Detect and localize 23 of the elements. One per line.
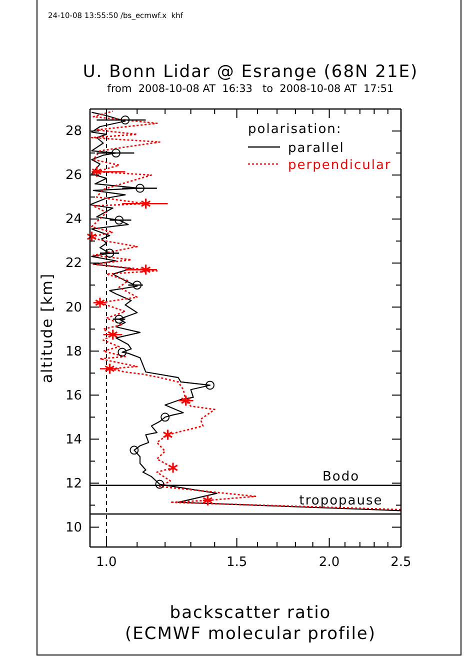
y-tick-label: 14 <box>65 432 82 448</box>
legend-title: polarisation: <box>248 122 342 137</box>
legend-label: perpendicular <box>288 158 392 173</box>
x-tick-label: 2.5 <box>390 555 412 570</box>
ref-line-label: tropopause <box>299 494 383 509</box>
x-tick-label: 1.0 <box>96 555 117 570</box>
chart-subtitle: from 2008-10-08 AT 16:33 to 2008-10-08 AT 17:51 <box>107 83 394 95</box>
y-tick-label: 16 <box>65 388 82 404</box>
chart-title: U. Bonn Lidar @ Esrange (68N 21E) <box>82 62 418 82</box>
legend-label: parallel <box>288 141 344 156</box>
y-tick-label: 18 <box>65 344 82 360</box>
x-tick-label: 2.0 <box>318 555 340 570</box>
y-tick-label: 12 <box>65 476 82 492</box>
x-axis-title: backscatter ratio (ECMWF molecular profile) <box>124 603 376 644</box>
ref-line-label: Bodo <box>322 469 360 484</box>
x-tick-label: 1.5 <box>226 555 248 570</box>
y-tick-label: 22 <box>65 256 82 272</box>
y-tick-label: 26 <box>65 168 82 184</box>
y-tick-label: 28 <box>65 124 82 140</box>
y-tick-label: 10 <box>65 520 82 536</box>
y-axis-title: altitude [km] <box>38 272 56 384</box>
y-tick-label: 24 <box>65 212 82 228</box>
y-tick-label: 20 <box>65 300 82 316</box>
